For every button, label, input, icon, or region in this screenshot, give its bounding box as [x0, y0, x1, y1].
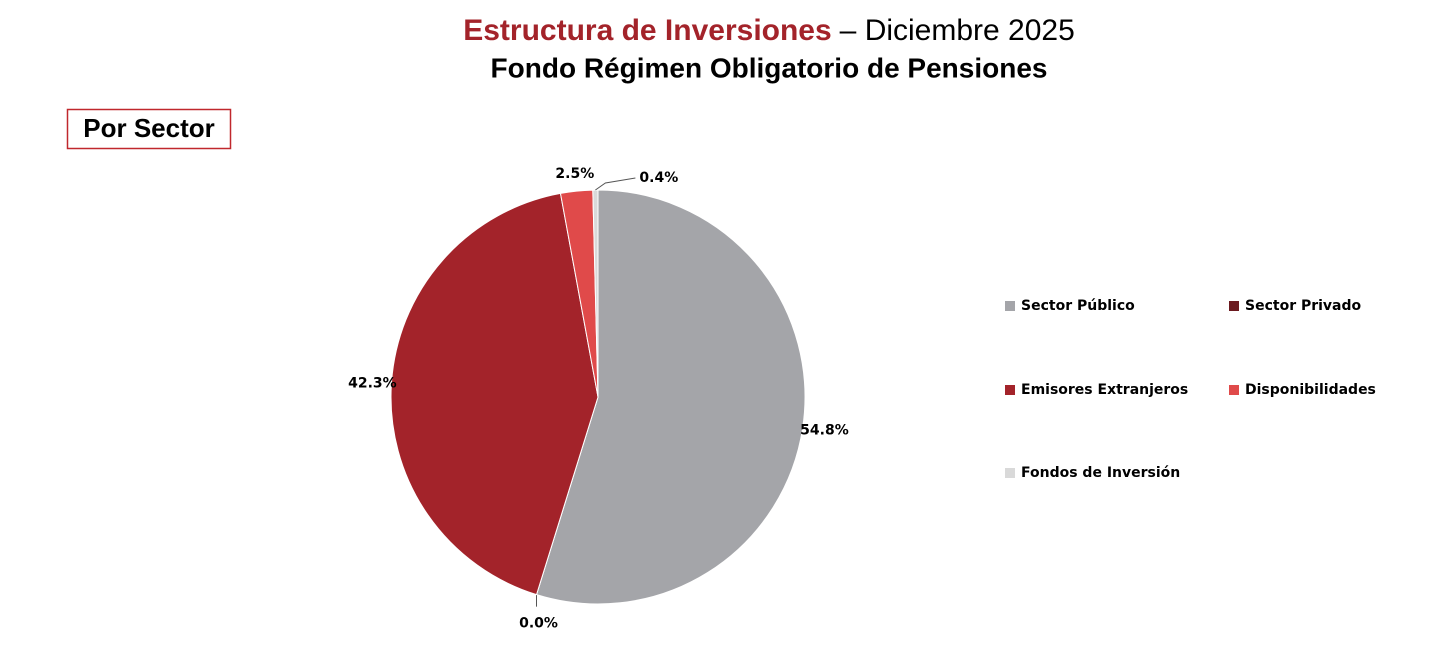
legend-swatch — [1005, 301, 1015, 311]
legend-label: Emisores Extranjeros — [1021, 382, 1188, 398]
title-highlight: Estructura de Inversiones — [463, 14, 831, 47]
value-label: 42.3% — [348, 376, 397, 392]
leader-line — [595, 177, 636, 191]
legend-label: Disponibilidades — [1245, 382, 1376, 398]
value-label: 54.8% — [800, 423, 849, 439]
legend-swatch — [1229, 385, 1239, 395]
chart-title: Estructura de Inversiones – Diciembre 202… — [463, 14, 1075, 47]
legend-label: Fondos de Inversión — [1021, 465, 1180, 481]
section-label: Por Sector — [83, 113, 215, 143]
title-rest: – Diciembre 2025 — [840, 14, 1075, 47]
legend-swatch — [1005, 468, 1015, 478]
value-label: 0.4% — [639, 170, 678, 186]
legend-swatch — [1229, 301, 1239, 311]
value-label: 2.5% — [555, 166, 594, 182]
pie-slice — [390, 192, 599, 596]
legend-label: Sector Público — [1021, 298, 1135, 314]
legend-swatch — [1005, 385, 1015, 395]
legend-label: Sector Privado — [1245, 298, 1362, 314]
pie-slice — [535, 189, 806, 605]
section-box — [66, 108, 232, 150]
chart-subtitle: Fondo Régimen Obligatorio de Pensiones — [491, 52, 1048, 83]
value-label: 0.0% — [519, 616, 558, 632]
